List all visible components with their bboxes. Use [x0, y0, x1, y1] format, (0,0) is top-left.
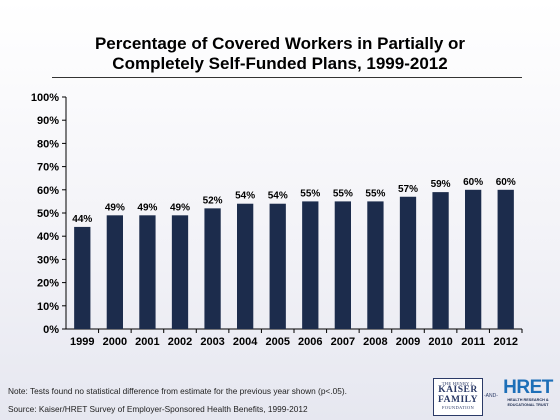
x-tick-label: 2009 — [396, 336, 420, 348]
y-tick-label: 30% — [37, 254, 59, 266]
hret-logo: HRET HEALTH RESEARCH & EDUCATIONAL TRUST — [500, 378, 556, 416]
chart-title-line-2: Completely Self-Funded Plans, 1999-2012 — [112, 54, 448, 73]
y-tick-label: 20% — [37, 278, 59, 290]
bar — [399, 196, 417, 329]
bar — [497, 189, 514, 329]
bar-value-label: 54% — [235, 191, 255, 202]
y-tick-label: 80% — [37, 138, 59, 150]
chart-title: Percentage of Covered Workers in Partial… — [20, 34, 540, 74]
bar — [367, 201, 384, 329]
bar-value-label: 60% — [463, 177, 483, 188]
kff-logo-top: THE HENRY J. — [441, 381, 475, 386]
bar-value-label: 44% — [72, 214, 92, 225]
kff-logo-bottom: FOUNDATION — [442, 405, 474, 410]
x-tick-label: 2001 — [135, 336, 159, 348]
chart-title-line-1: Percentage of Covered Workers in Partial… — [94, 34, 466, 53]
bar-value-label: 49% — [105, 202, 125, 213]
bar — [204, 208, 221, 329]
bar-value-label: 49% — [170, 202, 190, 213]
bar — [74, 226, 91, 329]
kff-logo-line1: KAISER — [438, 385, 478, 395]
title-divider — [52, 77, 522, 78]
bar-value-label: 57% — [398, 184, 418, 195]
bar — [139, 215, 156, 329]
bar-value-label: 55% — [365, 188, 385, 199]
x-tick-label: 2007 — [331, 336, 355, 348]
x-tick-label: 2003 — [200, 336, 224, 348]
bar — [269, 203, 286, 329]
bar — [237, 203, 254, 329]
bar — [171, 215, 189, 329]
bar-value-label: 54% — [268, 191, 288, 202]
hret-logo-sub1: HEALTH RESEARCH & — [507, 398, 549, 402]
bar — [302, 201, 319, 329]
y-tick-label: 90% — [37, 115, 59, 127]
y-tick-label: 0% — [43, 324, 59, 336]
bar-value-label: 59% — [431, 179, 451, 190]
y-tick-label: 100% — [31, 92, 59, 104]
x-tick-label: 2008 — [363, 336, 387, 348]
bar — [334, 201, 351, 329]
kaiser-family-foundation-logo: THE HENRY J. KAISER FAMILY FOUNDATION — [433, 378, 483, 416]
x-tick-label: 2011 — [461, 336, 485, 348]
bar — [465, 189, 482, 329]
y-tick-label: 10% — [37, 301, 59, 313]
kff-logo-line2: FAMILY — [438, 394, 478, 405]
logo-and-separator: -AND- — [484, 393, 498, 399]
y-tick-label: 70% — [37, 162, 59, 174]
y-tick-label: 50% — [37, 208, 59, 220]
bar — [106, 215, 123, 329]
source-note: Source: Kaiser/HRET Survey of Employer-S… — [8, 404, 308, 414]
bar-value-label: 55% — [300, 188, 320, 199]
bar-value-label: 49% — [137, 202, 157, 213]
x-tick-label: 2002 — [168, 336, 192, 348]
x-tick-label: 2010 — [428, 336, 452, 348]
x-tick-label: 2004 — [233, 336, 258, 348]
y-tick-label: 60% — [37, 185, 59, 197]
x-tick-label: 2012 — [493, 336, 517, 348]
hret-logo-sub2: EDUCATIONAL TRUST — [507, 402, 549, 407]
footnote: Note: Tests found no statistical differe… — [8, 386, 347, 396]
bar-value-label: 52% — [203, 195, 223, 206]
x-tick-label: 2005 — [265, 336, 289, 348]
x-tick-label: 1999 — [70, 336, 94, 348]
y-tick-label: 40% — [37, 231, 59, 243]
bar-value-label: 60% — [496, 177, 516, 188]
x-tick-label: 2000 — [103, 336, 127, 348]
bar — [432, 192, 449, 329]
x-tick-label: 2006 — [298, 336, 322, 348]
hret-logo-name: HRET — [503, 377, 553, 398]
bar-value-label: 55% — [333, 188, 353, 199]
